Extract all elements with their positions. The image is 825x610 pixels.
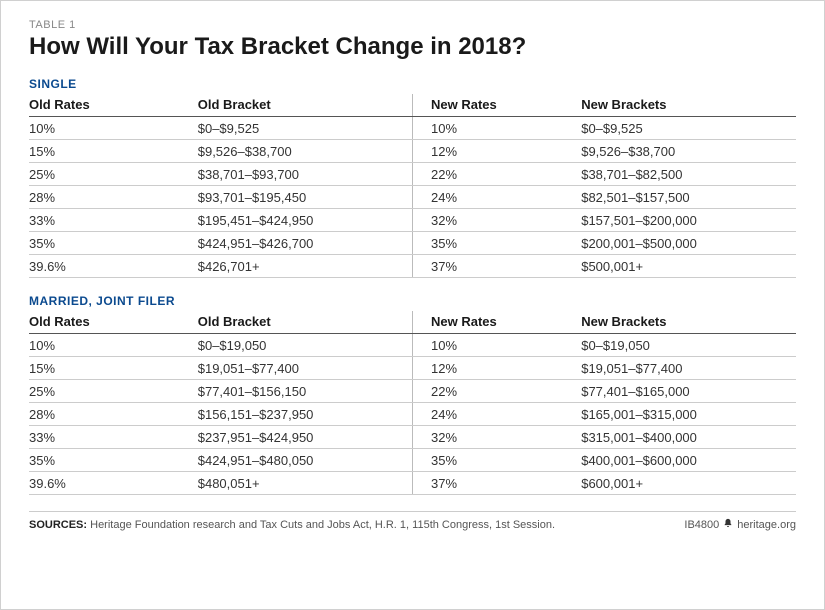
cell: 39.6% xyxy=(29,472,198,495)
cell: 37% xyxy=(412,255,581,278)
cell: 32% xyxy=(412,209,581,232)
cell: $0–$19,050 xyxy=(198,334,413,357)
section-label: SINGLE xyxy=(29,77,796,91)
table-row: 39.6%$480,051+37%$600,001+ xyxy=(29,472,796,495)
table-row: 10%$0–$19,05010%$0–$19,050 xyxy=(29,334,796,357)
cell: $195,451–$424,950 xyxy=(198,209,413,232)
cell: $480,051+ xyxy=(198,472,413,495)
cell: $165,001–$315,000 xyxy=(581,403,796,426)
table-row: 35%$424,951–$426,70035%$200,001–$500,000 xyxy=(29,232,796,255)
bracket-table: Old RatesOld BracketNew RatesNew Bracket… xyxy=(29,311,796,495)
sources-line: SOURCES: Heritage Foundation research an… xyxy=(29,519,555,531)
cell: $77,401–$165,000 xyxy=(581,380,796,403)
column-header: New Rates xyxy=(412,311,581,334)
cell: 22% xyxy=(412,380,581,403)
cell: 10% xyxy=(29,334,198,357)
table-row: 35%$424,951–$480,05035%$400,001–$600,000 xyxy=(29,449,796,472)
cell: $424,951–$426,700 xyxy=(198,232,413,255)
column-header: Old Bracket xyxy=(198,94,413,117)
cell: $237,951–$424,950 xyxy=(198,426,413,449)
cell: 22% xyxy=(412,163,581,186)
cell: $157,501–$200,000 xyxy=(581,209,796,232)
sources-label: SOURCES: xyxy=(29,519,87,531)
table-row: 33%$195,451–$424,95032%$157,501–$200,000 xyxy=(29,209,796,232)
cell: $19,051–$77,400 xyxy=(581,357,796,380)
site-name: heritage.org xyxy=(737,519,796,531)
cell: $424,951–$480,050 xyxy=(198,449,413,472)
cell: $600,001+ xyxy=(581,472,796,495)
table-row: 28%$93,701–$195,45024%$82,501–$157,500 xyxy=(29,186,796,209)
sections-container: SINGLEOld RatesOld BracketNew RatesNew B… xyxy=(29,77,796,495)
column-header: Old Bracket xyxy=(198,311,413,334)
cell: 37% xyxy=(412,472,581,495)
table-row: 25%$77,401–$156,15022%$77,401–$165,000 xyxy=(29,380,796,403)
table-number-label: TABLE 1 xyxy=(29,19,796,31)
table-row: 28%$156,151–$237,95024%$165,001–$315,000 xyxy=(29,403,796,426)
cell: 28% xyxy=(29,403,198,426)
cell: $500,001+ xyxy=(581,255,796,278)
cell: $38,701–$82,500 xyxy=(581,163,796,186)
cell: 33% xyxy=(29,209,198,232)
page-title: How Will Your Tax Bracket Change in 2018… xyxy=(29,33,796,61)
section: SINGLE Old RatesOld BracketNew RatesNew B… xyxy=(29,77,796,278)
cell: $400,001–$600,000 xyxy=(581,449,796,472)
cell: 35% xyxy=(29,449,198,472)
cell: $0–$19,050 xyxy=(581,334,796,357)
table-row: 25%$38,701–$93,70022%$38,701–$82,500 xyxy=(29,163,796,186)
cell: $82,501–$157,500 xyxy=(581,186,796,209)
cell: 10% xyxy=(412,117,581,140)
cell: 12% xyxy=(412,140,581,163)
footer-right: IB4800 heritage.org xyxy=(684,518,796,531)
section: MARRIED, JOINT FILER Old RatesOld Bracket… xyxy=(29,294,796,495)
doc-id: IB4800 xyxy=(684,519,719,531)
cell: $9,526–$38,700 xyxy=(581,140,796,163)
cell: 28% xyxy=(29,186,198,209)
cell: 33% xyxy=(29,426,198,449)
cell: $315,001–$400,000 xyxy=(581,426,796,449)
cell: 35% xyxy=(412,449,581,472)
cell: $9,526–$38,700 xyxy=(198,140,413,163)
table-row: 15%$19,051–$77,40012%$19,051–$77,400 xyxy=(29,357,796,380)
cell: 35% xyxy=(29,232,198,255)
column-header: New Brackets xyxy=(581,311,796,334)
cell: $77,401–$156,150 xyxy=(198,380,413,403)
cell: $38,701–$93,700 xyxy=(198,163,413,186)
cell: 10% xyxy=(412,334,581,357)
table-row: 33%$237,951–$424,95032%$315,001–$400,000 xyxy=(29,426,796,449)
cell: $19,051–$77,400 xyxy=(198,357,413,380)
cell: 10% xyxy=(29,117,198,140)
cell: 24% xyxy=(412,403,581,426)
cell: 39.6% xyxy=(29,255,198,278)
table-row: 10%$0–$9,52510%$0–$9,525 xyxy=(29,117,796,140)
column-header: New Brackets xyxy=(581,94,796,117)
cell: $0–$9,525 xyxy=(581,117,796,140)
cell: 15% xyxy=(29,357,198,380)
cell: 12% xyxy=(412,357,581,380)
column-header: Old Rates xyxy=(29,94,198,117)
table-row: 39.6%$426,701+37%$500,001+ xyxy=(29,255,796,278)
cell: $200,001–$500,000 xyxy=(581,232,796,255)
cell: 25% xyxy=(29,163,198,186)
column-header: Old Rates xyxy=(29,311,198,334)
cell: 32% xyxy=(412,426,581,449)
cell: 24% xyxy=(412,186,581,209)
cell: 35% xyxy=(412,232,581,255)
table-row: 15%$9,526–$38,70012%$9,526–$38,700 xyxy=(29,140,796,163)
bell-icon xyxy=(723,518,733,531)
footer: SOURCES: Heritage Foundation research an… xyxy=(29,511,796,531)
cell: 15% xyxy=(29,140,198,163)
cell: 25% xyxy=(29,380,198,403)
column-header: New Rates xyxy=(412,94,581,117)
sources-text: Heritage Foundation research and Tax Cut… xyxy=(90,519,555,531)
section-label: MARRIED, JOINT FILER xyxy=(29,294,796,308)
bracket-table: Old RatesOld BracketNew RatesNew Bracket… xyxy=(29,94,796,278)
cell: $156,151–$237,950 xyxy=(198,403,413,426)
cell: $0–$9,525 xyxy=(198,117,413,140)
cell: $426,701+ xyxy=(198,255,413,278)
cell: $93,701–$195,450 xyxy=(198,186,413,209)
